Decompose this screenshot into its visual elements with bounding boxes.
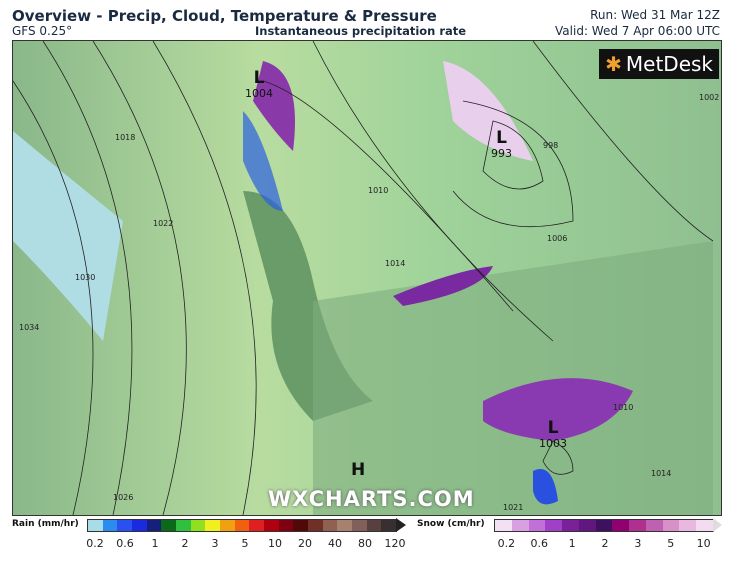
isobars	[13, 41, 714, 515]
colorbar-swatch	[662, 520, 680, 531]
metdesk-logo: ✱ MetDesk	[599, 49, 719, 79]
weather-map: ✱ MetDesk L 1004 L 993 L 1003 H 1018 1022 10…	[12, 40, 722, 516]
isobar-label: 1018	[115, 133, 136, 142]
colorbar-swatch	[366, 520, 382, 531]
colorbar-swatch	[132, 520, 147, 531]
valid-time: Valid: Wed 7 Apr 06:00 UTC	[555, 24, 720, 38]
colorbar-tick: 5	[241, 537, 249, 550]
snow-legend-label: Snow (cm/hr)	[417, 519, 485, 529]
snow-ticks: 0.2 0.6 1 2 3 5 10	[490, 537, 720, 550]
rain-colorbar	[87, 519, 397, 532]
rain-area	[243, 111, 283, 211]
colorbar-swatch	[612, 520, 630, 531]
snow-colorbar-arrow	[713, 518, 722, 532]
colorbar-swatch	[578, 520, 596, 531]
colorbar-swatch	[322, 520, 338, 531]
colorbar-swatch	[562, 520, 579, 531]
rain-colorbar-arrow	[396, 518, 406, 532]
isobar-label: 1014	[651, 469, 672, 478]
colorbar-swatch	[190, 520, 206, 531]
colorbar-tick: 0.6	[530, 537, 549, 550]
run-time: Run: Wed 31 Mar 12Z	[590, 8, 720, 22]
colorbar-swatch	[645, 520, 663, 531]
colorbar-swatch	[381, 520, 397, 531]
snow-colorbar	[494, 519, 714, 532]
isobar-label: 1014	[385, 259, 406, 268]
colorbar-swatch	[528, 520, 546, 531]
colorbar-tick: 10	[696, 537, 711, 550]
colorbar-tick: 2	[601, 537, 609, 550]
colorbar-tick: 40	[328, 537, 342, 550]
colorbar-swatch	[264, 520, 279, 531]
colorbar-swatch	[595, 520, 613, 531]
colorbar-swatch	[696, 520, 713, 531]
colorbar-swatch	[278, 520, 294, 531]
isobar-label: 1006	[547, 234, 568, 243]
colorbar-tick: 20	[298, 537, 312, 550]
colorbar-swatch	[161, 520, 177, 531]
snow-area	[483, 378, 633, 441]
colorbar-swatch	[249, 520, 265, 531]
low-pressure-centre: L 1003	[539, 418, 567, 450]
colorbar-tick: 3	[634, 537, 642, 550]
colorbar-swatch	[679, 520, 697, 531]
colorbar-swatch	[220, 520, 235, 531]
map-canvas	[13, 41, 721, 515]
colorbar-swatch	[176, 520, 191, 531]
colorbar-swatch	[88, 520, 103, 531]
colorbar-tick: 0.6	[116, 537, 134, 550]
colorbar-swatch	[511, 520, 529, 531]
colorbar-swatch	[102, 520, 118, 531]
colorbar-tick: 10	[268, 537, 282, 550]
low-pressure-centre: L 1004	[245, 68, 273, 100]
rain-area	[533, 469, 558, 505]
colorbar-tick: 1	[568, 537, 576, 550]
colorbar-swatch	[545, 520, 563, 531]
land-europe	[313, 241, 713, 515]
colorbar-tick: 0.2	[497, 537, 516, 550]
colorbar-swatch	[205, 520, 221, 531]
snow-area	[443, 61, 533, 161]
colorbar-tick: 3	[211, 537, 219, 550]
colorbar-swatch	[117, 520, 133, 531]
isobar-label: 1002	[699, 93, 720, 102]
isobar-label: 1021	[503, 503, 524, 512]
colorbar-tick: 2	[181, 537, 189, 550]
isobar-label: 1010	[613, 403, 634, 412]
chart-title: Overview - Precip, Cloud, Temperature & …	[12, 7, 437, 25]
colorbar-tick: 5	[667, 537, 675, 550]
colorbar-tick: 0.2	[86, 537, 104, 550]
isobar-label: 1034	[19, 323, 40, 332]
snow-area	[253, 61, 295, 151]
isobar-label: 1030	[75, 273, 96, 282]
colorbar-swatch	[308, 520, 323, 531]
snow-area	[393, 266, 493, 306]
colorbar-swatch	[495, 520, 512, 531]
colorbar-tick: 1	[151, 537, 159, 550]
logo-star-icon: ✱	[605, 52, 622, 76]
chart-subtitle: Instantaneous precipitation rate	[255, 24, 467, 38]
colorbar-swatch	[337, 520, 353, 531]
model-label: GFS 0.25°	[12, 24, 73, 38]
colorbar-swatch	[293, 520, 309, 531]
colorbar-swatch	[352, 520, 367, 531]
colorbar-tick: 120	[384, 537, 406, 550]
isobar-label: 1010	[368, 186, 389, 195]
colorbar-tick: 80	[358, 537, 372, 550]
colorbar-swatch	[629, 520, 646, 531]
wxcharts-watermark: WXCHARTS.COM	[268, 487, 475, 511]
isobar-label: 1022	[153, 219, 174, 228]
colorbar-swatch	[234, 520, 250, 531]
cloud-area	[13, 131, 123, 341]
rain-legend-label: Rain (mm/hr)	[12, 519, 79, 529]
colorbar-swatch	[146, 520, 162, 531]
rain-ticks: 0.2 0.6 1 2 3 5 10 20 40 80 120	[80, 537, 410, 550]
low-pressure-centre: L 993	[491, 128, 512, 160]
high-pressure-centre: H	[351, 460, 366, 480]
isobar-label: 998	[543, 141, 559, 150]
isobar-label: 1026	[113, 493, 134, 502]
